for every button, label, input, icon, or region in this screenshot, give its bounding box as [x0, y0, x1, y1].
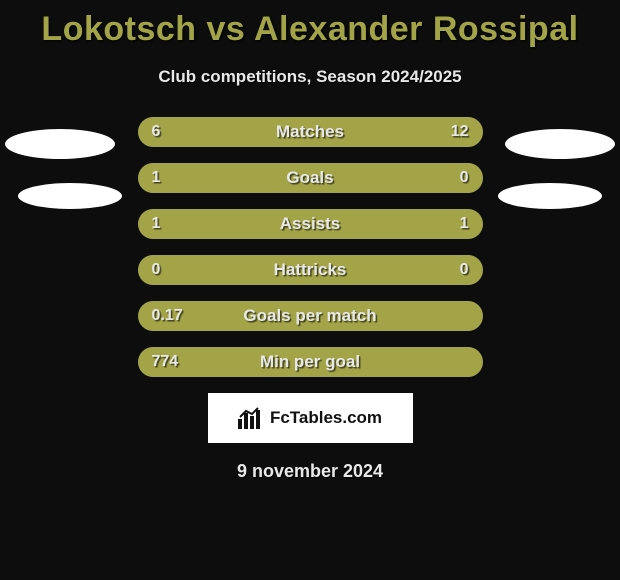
stat-value-left: 774	[152, 347, 179, 377]
brand-badge[interactable]: FcTables.com	[208, 393, 413, 443]
snapshot-date: 9 november 2024	[0, 461, 620, 482]
stat-value-right: 0	[460, 163, 469, 193]
stat-value-right: 12	[451, 117, 469, 147]
stat-label: Hattricks	[274, 255, 347, 285]
stat-row-assists: 1 Assists 1	[138, 209, 483, 239]
stat-label: Goals per match	[243, 301, 376, 331]
stat-label: Matches	[276, 117, 344, 147]
stat-label: Assists	[280, 209, 340, 239]
chart-icon	[238, 407, 264, 429]
player-left-photo-placeholder-2	[18, 183, 122, 209]
stat-value-right: 0	[460, 255, 469, 285]
stat-value-left: 6	[152, 117, 161, 147]
stat-row-matches: 6 Matches 12	[138, 117, 483, 147]
brand-text: FcTables.com	[270, 408, 382, 428]
stat-row-goals-per-match: 0.17 Goals per match	[138, 301, 483, 331]
stat-value-left: 1	[152, 209, 161, 239]
player-right-photo-placeholder-1	[505, 129, 615, 159]
stat-value-left: 0.17	[152, 301, 183, 331]
page-title: Lokotsch vs Alexander Rossipal	[0, 0, 620, 49]
stat-bar-right	[403, 163, 482, 193]
stat-row-hattricks: 0 Hattricks 0	[138, 255, 483, 285]
subtitle: Club competitions, Season 2024/2025	[0, 67, 620, 87]
stat-value-left: 0	[152, 255, 161, 285]
stat-label: Min per goal	[260, 347, 360, 377]
comparison-chart: 6 Matches 12 1 Goals 0 1 Assists 1 0 Hat…	[0, 117, 620, 377]
stat-row-goals: 1 Goals 0	[138, 163, 483, 193]
stat-bar-left	[138, 163, 404, 193]
player-left-photo-placeholder-1	[5, 129, 115, 159]
player-right-photo-placeholder-2	[498, 183, 602, 209]
stat-bars: 6 Matches 12 1 Goals 0 1 Assists 1 0 Hat…	[138, 117, 483, 377]
stat-label: Goals	[286, 163, 333, 193]
stat-row-min-per-goal: 774 Min per goal	[138, 347, 483, 377]
stat-value-left: 1	[152, 163, 161, 193]
stat-value-right: 1	[460, 209, 469, 239]
